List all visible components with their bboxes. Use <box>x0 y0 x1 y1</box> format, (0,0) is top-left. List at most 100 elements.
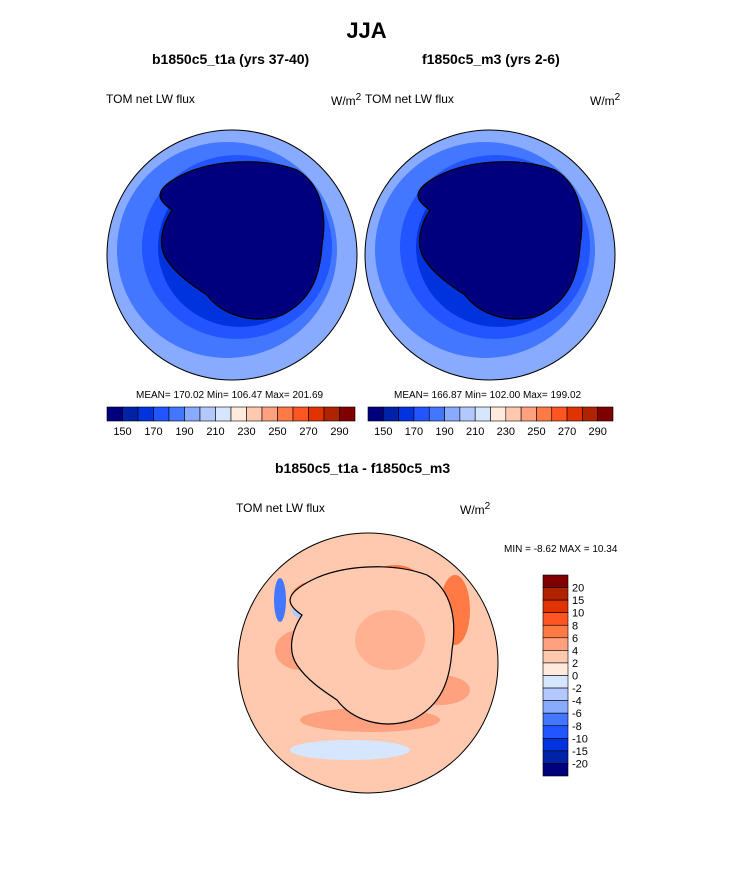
colorbar-tick-label: 170 <box>144 426 162 438</box>
colorbar-tick-label: 190 <box>175 426 193 438</box>
colorbar-box <box>106 406 123 422</box>
colorbar-box <box>428 406 445 422</box>
colorbar-box <box>215 406 232 422</box>
diff-colorbar-tick-label: -20 <box>572 758 588 770</box>
panel-left-variable: TOM net LW flux <box>106 92 195 106</box>
colorbar-box <box>566 406 583 422</box>
diff-colorbar-tick-label: -8 <box>572 721 582 733</box>
colorbar-box <box>383 406 399 422</box>
diff-colorbar-tick-label: 2 <box>572 658 578 670</box>
diff-title: b1850c5_t1a - f1850c5_m3 <box>275 460 451 476</box>
colorbar-box <box>277 406 294 422</box>
colorbar-box <box>230 406 247 422</box>
diff-colorbar-tick-label: -6 <box>572 708 582 720</box>
diff-colorbar-box <box>542 700 569 714</box>
colorbar-box <box>199 406 216 422</box>
diff-colorbar-tick-label: -4 <box>572 696 582 708</box>
colorbar-box <box>367 406 384 422</box>
colorbar-tick-label: 290 <box>330 426 348 438</box>
figure-title: JJA <box>346 18 387 43</box>
colorbar-tick-label: 210 <box>206 426 224 438</box>
colorbar-tick-label: 270 <box>558 426 576 438</box>
diff-colorbar-box <box>542 687 569 701</box>
diff-colorbar-tick-label: 6 <box>572 633 578 645</box>
colorbar-box <box>490 406 507 422</box>
colorbar-box <box>122 406 139 422</box>
map-left <box>107 130 357 380</box>
map-right-border <box>364 129 616 381</box>
diff-variable: TOM net LW flux <box>236 501 325 515</box>
antarctica-coastline <box>417 161 583 320</box>
colorbar-tick-label: 210 <box>466 426 484 438</box>
diff-colorbar-box <box>542 738 569 752</box>
colorbar-box <box>308 406 325 422</box>
colorbar-box <box>474 406 491 422</box>
colorbar-box <box>520 406 537 422</box>
colorbar-box <box>153 406 170 422</box>
diff-colorbar-box <box>542 587 569 601</box>
colorbar-tick-label: 150 <box>113 426 131 438</box>
panel-right-units: W/m2 <box>590 92 621 108</box>
map-right <box>365 130 615 380</box>
colorbar-tick-label: 270 <box>299 426 317 438</box>
diff-colorbar-box <box>542 574 569 588</box>
colorbar-box <box>323 406 340 422</box>
diff-colorbar-tick-label: 0 <box>572 671 578 683</box>
colorbar-box <box>536 406 553 422</box>
diff-colorbar-box <box>542 599 569 613</box>
colorbar-tick-label: 250 <box>527 426 545 438</box>
panel-right-stats: MEAN= 166.87 Min= 102.00 Max= 199.02 <box>394 390 582 401</box>
map-left-border <box>106 129 358 381</box>
diff-colorbar-box <box>542 725 569 739</box>
diff-colorbar-box <box>542 637 569 651</box>
map-diff <box>238 533 498 793</box>
diff-colorbar-box <box>542 624 569 639</box>
diff-colorbar-box <box>542 763 569 777</box>
colorbar-box <box>505 406 522 422</box>
diff-colorbar-box <box>542 750 569 764</box>
panel-left-units: W/m2 <box>331 92 362 108</box>
colorbar-tick-label: 230 <box>497 426 515 438</box>
colorbar-box <box>292 406 309 422</box>
colorbar-tick-label: 290 <box>589 426 607 438</box>
diff-units: W/m2 <box>460 501 491 517</box>
colorbar-box <box>137 406 154 422</box>
diff-colorbar-tick-label: 20 <box>572 583 584 595</box>
colorbar-tick-label: 250 <box>268 426 286 438</box>
antarctica-coastline <box>159 161 325 320</box>
colorbar-box <box>413 406 430 422</box>
colorbar-box <box>246 406 263 422</box>
diff-colorbar-box <box>542 662 569 676</box>
diff-colorbar-box <box>542 612 569 626</box>
colorbar-tick-label: 230 <box>237 426 255 438</box>
diff-colorbar-tick-label: -10 <box>572 733 588 745</box>
map-diff-border <box>237 532 499 794</box>
colorbar-box <box>459 406 476 422</box>
colorbar-box <box>398 406 415 422</box>
diff-colorbar-tick-label: -15 <box>572 746 588 758</box>
diff-colorbar-tick-label: 15 <box>572 595 584 607</box>
colorbar-box <box>597 406 614 422</box>
diff-colorbar-tick-label: 10 <box>572 608 584 620</box>
colorbar-tick-label: 150 <box>374 426 392 438</box>
panel-left-stats: MEAN= 170.02 Min= 106.47 Max= 201.69 <box>136 390 324 401</box>
diff-stats: MIN = -8.62 MAX = 10.34 <box>504 544 618 555</box>
diff-colorbar-tick-label: 4 <box>572 645 578 657</box>
colorbar-tick-label: 190 <box>435 426 453 438</box>
diff-colorbar-tick-label: -2 <box>572 683 582 695</box>
panel-right-variable: TOM net LW flux <box>365 92 454 106</box>
colorbar-box <box>582 406 598 422</box>
colorbar-box <box>184 406 201 422</box>
panel-left-title: b1850c5_t1a (yrs 37-40) <box>152 51 310 67</box>
colorbar-box <box>444 406 461 422</box>
colorbar-tick-label: 170 <box>405 426 423 438</box>
diff-colorbar-box <box>542 650 569 664</box>
colorbar-box <box>168 406 185 422</box>
colorbar-box <box>551 406 568 422</box>
diff-colorbar-tick-label: 8 <box>572 620 578 632</box>
colorbar-box <box>261 406 278 422</box>
colorbars: 150 170 190 210 230 250 270 290 150 170 190 210 230 2… <box>106 406 614 777</box>
colorbar-box <box>339 406 356 422</box>
